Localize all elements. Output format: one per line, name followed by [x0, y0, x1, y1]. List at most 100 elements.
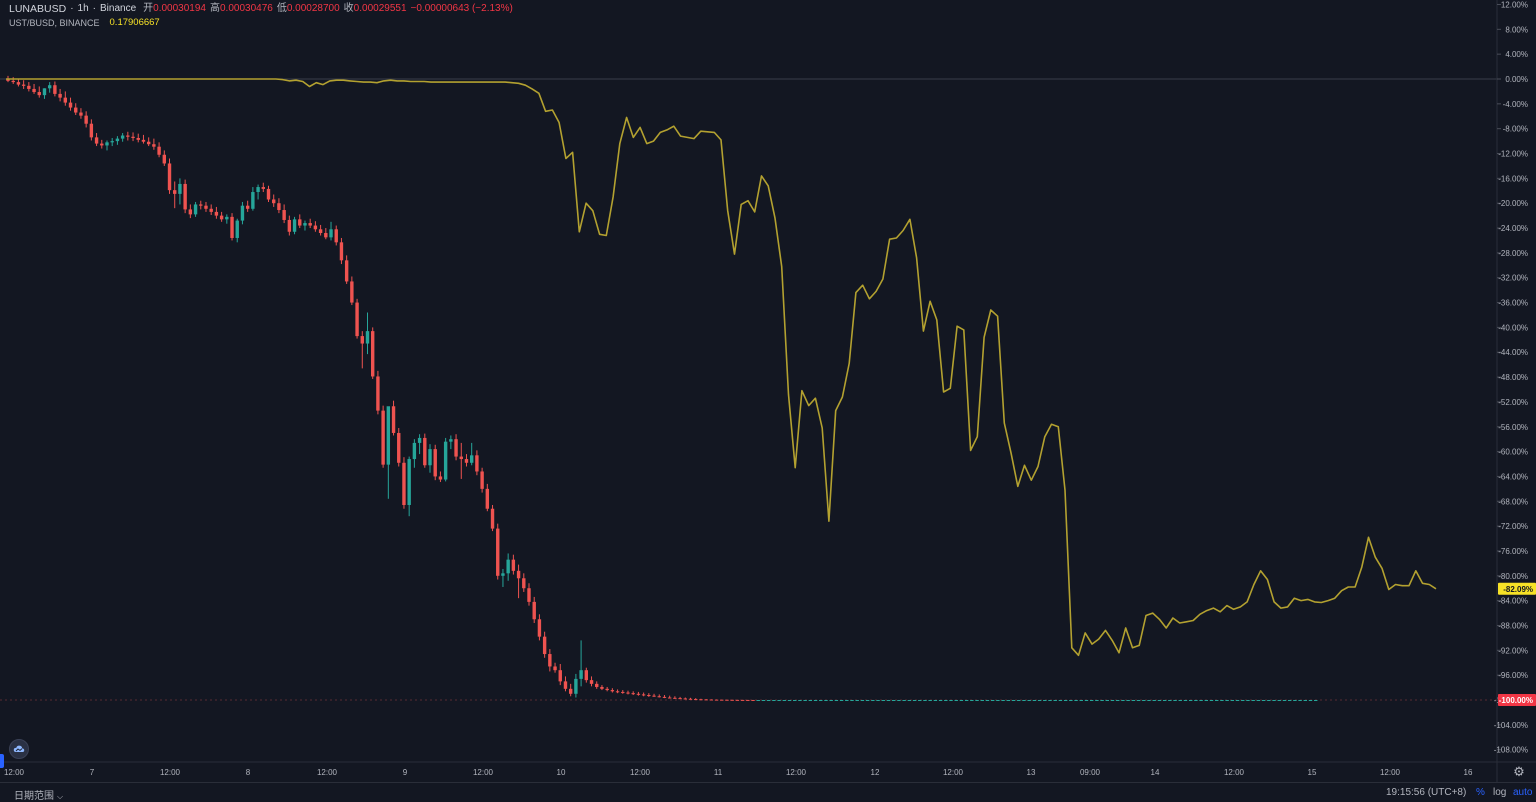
- legend-low-label: 低: [276, 3, 287, 14]
- candle-body: [793, 700, 797, 701]
- main-value-badge: -100.00%: [1498, 694, 1536, 706]
- candle-body: [475, 455, 479, 472]
- candle-body: [1079, 700, 1083, 701]
- candle: [1235, 699, 1240, 701]
- percent-scale-toggle[interactable]: %: [1476, 787, 1485, 798]
- candle: [1314, 699, 1318, 701]
- candle-body: [1209, 700, 1214, 701]
- gear-icon[interactable]: ⚙: [1513, 764, 1525, 779]
- candle: [944, 699, 948, 701]
- candle: [1100, 699, 1104, 701]
- clock-readout[interactable]: 19:15:56 (UTC+8): [1386, 787, 1467, 798]
- x-tick-label: 11: [714, 768, 723, 777]
- candle: [610, 688, 615, 693]
- y-tick-label: -88.00%: [1498, 621, 1528, 630]
- candle: [876, 699, 880, 701]
- candle: [496, 523, 500, 580]
- candle: [355, 298, 359, 339]
- date-range-button[interactable]: 日期范围 ⌵: [14, 787, 63, 802]
- candle: [110, 137, 114, 147]
- candle: [772, 699, 776, 701]
- candle-body: [235, 220, 239, 238]
- candle-body: [1251, 700, 1255, 701]
- x-tick-label: 12:00: [630, 768, 651, 777]
- candle: [1032, 699, 1037, 701]
- candle-body: [58, 93, 62, 98]
- legend-main-row[interactable]: LUNABUSD · 1h · Binance 开0.00030194 高0.0…: [9, 2, 513, 16]
- candle-body: [944, 700, 948, 701]
- candle-body: [996, 700, 1000, 701]
- candle: [407, 456, 411, 517]
- candle: [485, 483, 490, 512]
- candle-body: [193, 204, 198, 215]
- candle-body: [21, 84, 26, 86]
- candle: [417, 434, 422, 455]
- candle: [532, 596, 536, 623]
- candle: [42, 88, 47, 99]
- legend-separator: ·: [70, 3, 74, 14]
- candle-body: [1220, 700, 1224, 701]
- log-scale-toggle[interactable]: log: [1493, 787, 1507, 798]
- x-tick-label: 12:00: [1224, 768, 1245, 777]
- candle-body: [1048, 700, 1052, 701]
- candle: [37, 86, 41, 98]
- candle: [975, 699, 979, 701]
- candle-body: [152, 144, 156, 147]
- candle-body: [756, 700, 760, 701]
- candle-body: [1194, 700, 1198, 701]
- candle: [667, 695, 672, 699]
- candle: [1272, 699, 1276, 701]
- luna-candles: [6, 75, 1318, 701]
- candle: [678, 696, 682, 700]
- y-tick-label: -4.00%: [1503, 100, 1528, 109]
- candle: [933, 699, 938, 701]
- candle: [272, 194, 276, 207]
- candle-body: [490, 508, 495, 529]
- candle-body: [282, 210, 286, 220]
- candle-body: [1022, 700, 1026, 701]
- candle: [907, 699, 912, 701]
- candle-body: [699, 699, 703, 701]
- candle-body: [860, 700, 865, 701]
- candle: [277, 198, 281, 214]
- candle-body: [777, 700, 781, 701]
- candle: [1131, 699, 1136, 701]
- candle: [1152, 699, 1156, 701]
- price-scale[interactable]: 12.00% 8.00% 4.00% 0.00% -4.00% -8.00% -12.00%…: [1494, 0, 1528, 782]
- y-tick-label: -36.00%: [1498, 299, 1528, 308]
- side-toolbar-toggle[interactable]: [0, 754, 4, 768]
- candle-body: [907, 700, 912, 701]
- candle-body: [334, 229, 338, 243]
- candle: [1209, 699, 1214, 701]
- candle: [964, 699, 969, 701]
- y-tick-label: -44.00%: [1498, 348, 1528, 357]
- candle: [641, 692, 646, 697]
- candle-body: [553, 666, 557, 671]
- candle-body: [1001, 700, 1005, 701]
- candle-body: [381, 410, 385, 465]
- candle-body: [1188, 700, 1193, 701]
- candle: [1095, 699, 1099, 701]
- legend-compare-row[interactable]: UST/BUSD, BINANCE 0.17906667: [9, 16, 513, 30]
- candle: [381, 405, 385, 468]
- auto-scale-toggle[interactable]: auto: [1513, 787, 1533, 798]
- candle: [516, 564, 521, 599]
- candle: [902, 699, 906, 701]
- y-tick-label: -60.00%: [1498, 448, 1528, 457]
- candle-body: [339, 242, 344, 261]
- candle: [318, 224, 323, 236]
- cloud-icon[interactable]: [9, 739, 29, 759]
- legend-symbol[interactable]: LUNABUSD: [9, 3, 67, 15]
- candle: [949, 699, 953, 701]
- candle-body: [829, 700, 833, 701]
- candle: [923, 699, 927, 701]
- candle-body: [980, 700, 984, 701]
- candle-body: [110, 141, 114, 143]
- time-scale[interactable]: 12:00 7 12:00 8 12:00 9 12:00 10 12:00 11 12:00 12 1…: [0, 761, 1536, 777]
- y-tick-label: -8.00%: [1503, 125, 1528, 134]
- candle: [58, 88, 62, 102]
- candle: [402, 457, 406, 509]
- legend-compare-symbol[interactable]: UST/BUSD, BINANCE: [9, 18, 100, 28]
- candle: [131, 132, 135, 142]
